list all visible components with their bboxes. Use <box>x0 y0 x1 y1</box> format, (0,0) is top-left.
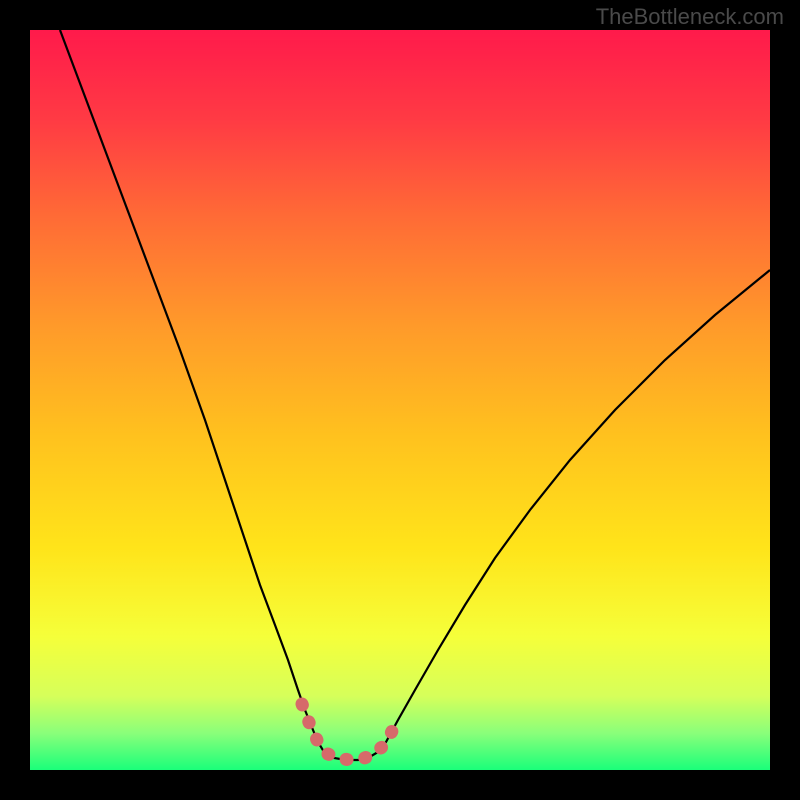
plot-area <box>30 30 770 770</box>
chart-container: TheBottleneck.com <box>0 0 800 800</box>
watermark-text: TheBottleneck.com <box>596 4 784 30</box>
